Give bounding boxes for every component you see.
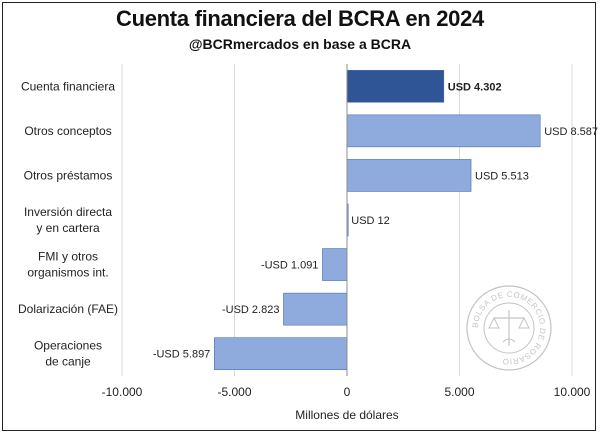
data-label: USD 12 xyxy=(351,215,390,227)
bars xyxy=(214,69,541,371)
bar xyxy=(214,337,348,371)
category-label: Otros conceptos xyxy=(24,124,111,138)
category-label: Inversión directa y en cartera xyxy=(24,205,112,235)
x-axis-title: Millones de dólares xyxy=(295,408,398,422)
bar xyxy=(346,114,541,148)
chart-subtitle: @BCRmercados en base a BCRA xyxy=(188,36,412,52)
data-label: USD 4.302 xyxy=(448,81,502,93)
category-label: Cuenta financiera xyxy=(21,79,115,93)
x-tick-label: 10.000 xyxy=(554,385,591,399)
labels: -10.000 -5.000 0 5.000 10.000 USD 4.302 Cuenta… xyxy=(18,79,598,422)
data-label: -USD 5.897 xyxy=(153,349,210,361)
bar xyxy=(322,248,348,281)
chart-title: Cuenta financiera del BCRA en 2024 xyxy=(116,6,484,31)
data-label: USD 8.587 xyxy=(544,126,598,138)
data-label: USD 5.513 xyxy=(475,170,529,182)
bar xyxy=(346,159,472,192)
data-label: -USD 1.091 xyxy=(261,260,318,272)
bar xyxy=(346,69,445,103)
bar xyxy=(283,292,348,326)
x-tick-label: 0 xyxy=(344,385,351,399)
category-label: FMI y otros organismos int. xyxy=(27,250,108,280)
category-label: Otros préstamos xyxy=(24,168,113,182)
category-label: Dolarización (FAE) xyxy=(18,302,118,316)
x-tick-label: -10.000 xyxy=(102,385,143,399)
category-label: Operaciones de canje xyxy=(34,339,102,369)
data-label: -USD 2.823 xyxy=(222,304,279,316)
bolsa-de-comercio-seal-icon: BOLSA DE COMERCIO DE ROSARIO xyxy=(466,285,552,371)
x-tick-label: -5.000 xyxy=(217,385,251,399)
x-tick-label: 5.000 xyxy=(444,385,474,399)
